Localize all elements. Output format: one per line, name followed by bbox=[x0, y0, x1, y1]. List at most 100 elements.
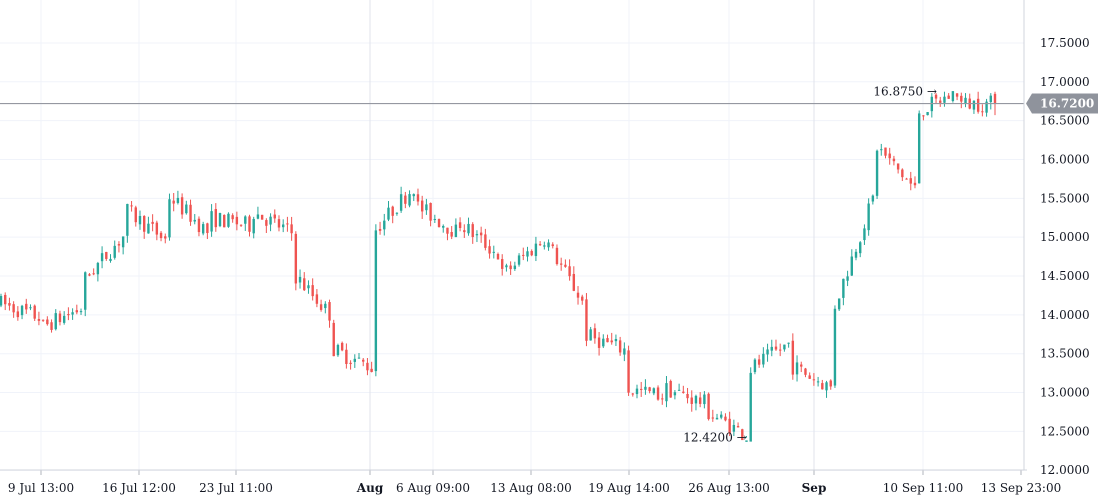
candle-body bbox=[277, 219, 281, 228]
candle-body bbox=[16, 311, 20, 318]
candle-body bbox=[79, 311, 83, 313]
candle-body bbox=[534, 243, 538, 257]
candle-body bbox=[568, 266, 571, 277]
candle-body bbox=[425, 204, 428, 211]
candle-body bbox=[467, 223, 470, 234]
candle-body bbox=[197, 218, 201, 233]
candle-body bbox=[926, 112, 929, 116]
x-tick-label: 23 Jul 11:00 bbox=[199, 481, 273, 495]
candle-body bbox=[458, 222, 462, 229]
candle-body bbox=[909, 178, 912, 184]
candle-body bbox=[985, 101, 988, 113]
candle-body bbox=[951, 91, 955, 101]
candle-body bbox=[989, 95, 992, 103]
candle-body bbox=[159, 232, 163, 239]
candle-body bbox=[766, 349, 769, 355]
candle-body bbox=[429, 202, 432, 221]
candle-body bbox=[917, 113, 921, 184]
candle-body bbox=[239, 224, 243, 226]
candle-body bbox=[471, 224, 474, 238]
candle-body bbox=[757, 359, 761, 365]
candle-body bbox=[892, 158, 896, 162]
candle-body bbox=[808, 375, 811, 379]
candle-body bbox=[669, 380, 672, 398]
candle-body bbox=[850, 256, 853, 276]
candle-body bbox=[812, 379, 816, 381]
x-tick-label: Aug bbox=[356, 481, 384, 495]
candle-body bbox=[593, 328, 597, 339]
overlays: 16.7200 16.8750 → 12.4200 → bbox=[0, 85, 1098, 445]
candle-body bbox=[315, 294, 319, 304]
candle-body bbox=[121, 236, 125, 248]
candle-body bbox=[686, 393, 689, 399]
x-tick-label: 13 Aug 08:00 bbox=[490, 481, 572, 495]
candle-body bbox=[732, 424, 736, 432]
candle-body bbox=[180, 197, 184, 215]
candle-body bbox=[825, 382, 828, 391]
candle-body bbox=[37, 318, 41, 321]
candle-body bbox=[105, 251, 108, 259]
candle-body bbox=[227, 213, 230, 227]
candle-body bbox=[509, 265, 512, 270]
candle-body bbox=[201, 224, 205, 234]
candle-body bbox=[606, 338, 609, 343]
candle-body bbox=[753, 359, 757, 373]
candle-body bbox=[597, 337, 601, 348]
candle-body bbox=[522, 254, 525, 256]
candle-body bbox=[943, 96, 946, 103]
x-tick-label: Sep bbox=[802, 481, 827, 495]
candle-body bbox=[345, 349, 348, 364]
y-tick-label: 12.0000 bbox=[1040, 463, 1090, 477]
candle-body bbox=[501, 259, 504, 269]
candle-body bbox=[602, 338, 605, 347]
candle-body bbox=[420, 200, 424, 212]
candle-body bbox=[96, 262, 100, 275]
candle-body bbox=[463, 230, 466, 233]
candle-body bbox=[50, 322, 53, 330]
candle-body bbox=[168, 199, 171, 238]
candle-body bbox=[155, 222, 159, 235]
candle-body bbox=[126, 203, 129, 236]
candle-body bbox=[728, 418, 731, 434]
candle-body bbox=[117, 244, 121, 246]
candle-body bbox=[833, 308, 837, 386]
candle-body bbox=[551, 244, 554, 247]
candle-body bbox=[366, 362, 369, 371]
candle-body bbox=[547, 242, 550, 248]
candle-body bbox=[640, 388, 643, 390]
candle-body bbox=[846, 276, 849, 281]
grid-lines bbox=[0, 0, 1024, 471]
candle-body bbox=[88, 274, 91, 276]
candle-body bbox=[311, 285, 314, 297]
y-tick-label: 14.0000 bbox=[1040, 308, 1090, 322]
candle-body bbox=[648, 387, 651, 392]
candle-body bbox=[404, 195, 407, 204]
candle-body bbox=[673, 392, 677, 396]
candle-body bbox=[100, 253, 104, 262]
candle-body bbox=[210, 211, 213, 232]
candle-body bbox=[231, 215, 234, 220]
last-price-badge bbox=[1026, 93, 1098, 114]
candle-body bbox=[724, 416, 727, 421]
candle-body bbox=[185, 204, 188, 214]
y-tick-label: 15.5000 bbox=[1040, 191, 1090, 205]
candle-body bbox=[703, 394, 706, 405]
candle-body bbox=[488, 246, 491, 254]
candle-body bbox=[698, 397, 702, 404]
candle-body bbox=[214, 209, 218, 228]
candle-body bbox=[791, 340, 795, 375]
candle-body bbox=[218, 213, 222, 227]
candle-body bbox=[67, 313, 70, 316]
candle-body bbox=[505, 265, 508, 268]
candle-body bbox=[479, 232, 483, 236]
candle-body bbox=[559, 263, 563, 265]
candle-body bbox=[252, 218, 255, 234]
candle-body bbox=[340, 342, 344, 351]
y-tick-label: 14.5000 bbox=[1040, 269, 1090, 283]
candle-body bbox=[370, 368, 373, 372]
candle-body bbox=[454, 224, 458, 238]
candle-body bbox=[517, 255, 521, 265]
candle-body bbox=[694, 395, 698, 404]
